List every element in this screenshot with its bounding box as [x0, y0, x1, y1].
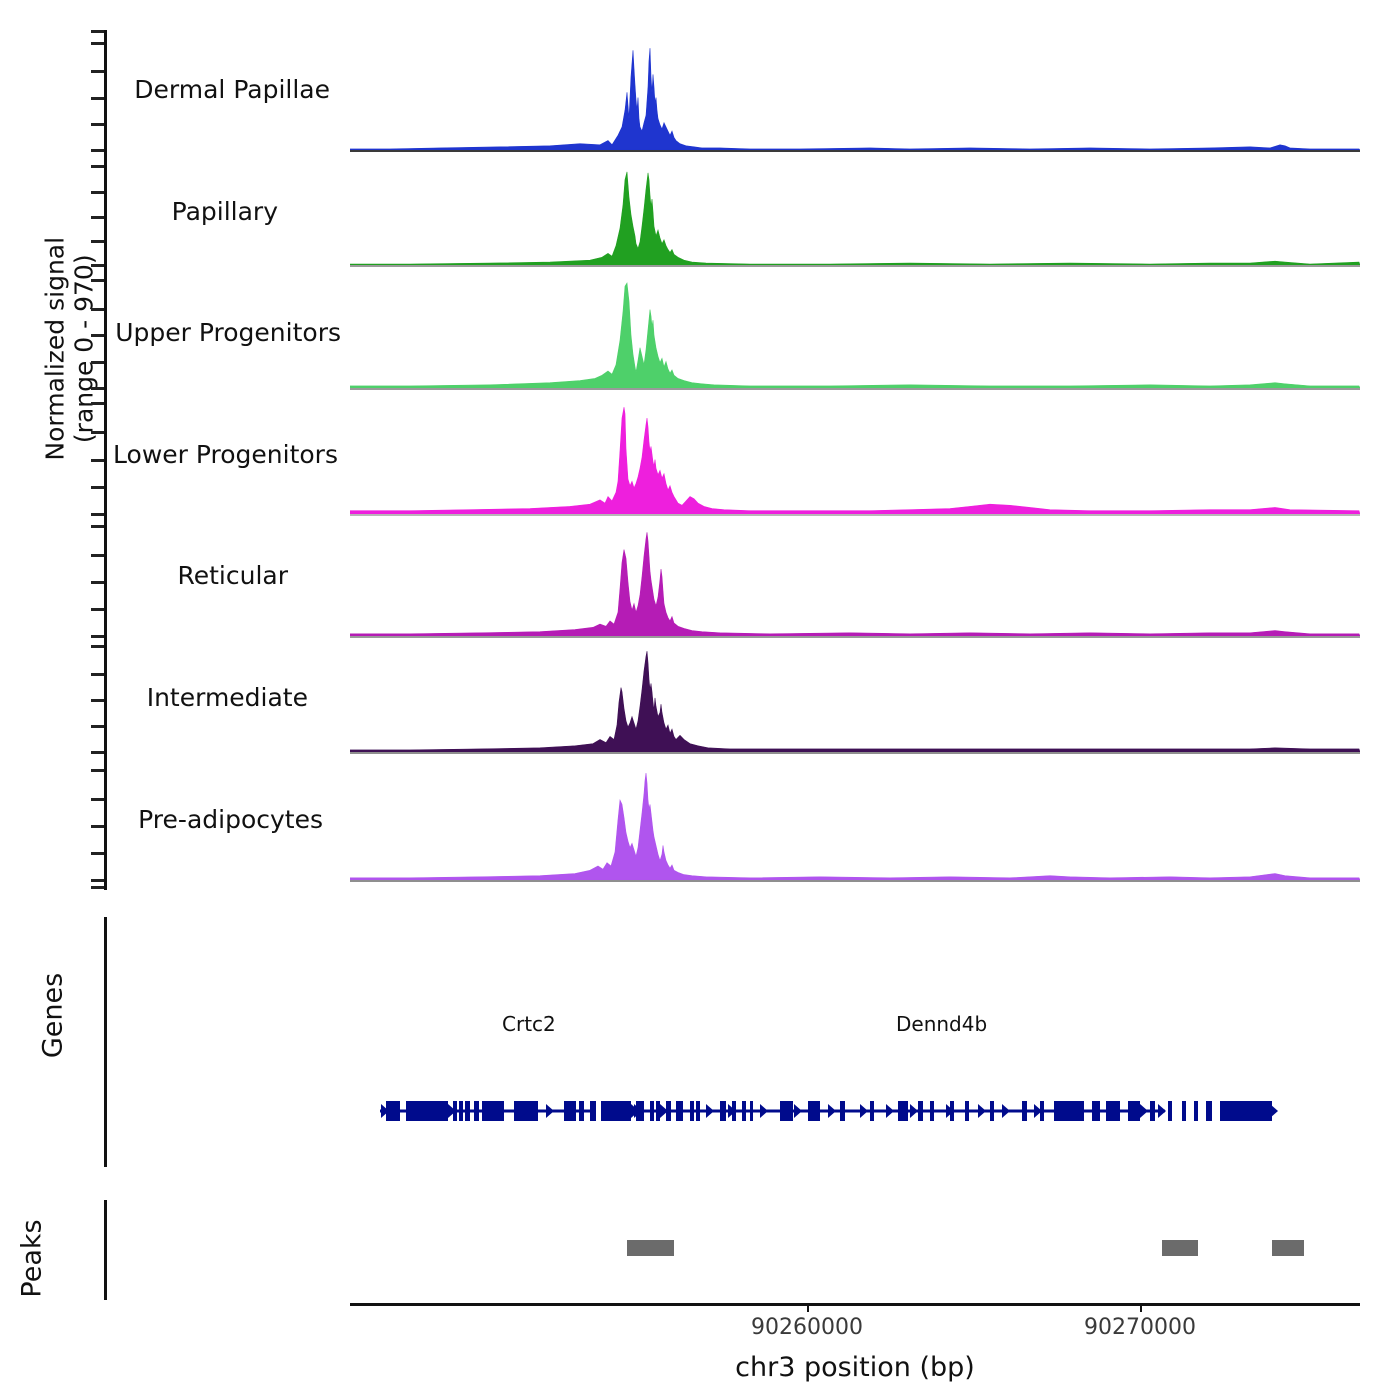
y-tick [91, 96, 104, 100]
y-tick [91, 165, 104, 168]
track-baseline [350, 752, 1360, 754]
peak-region [1162, 1240, 1198, 1256]
track-baseline [350, 388, 1360, 390]
y-tick [91, 513, 104, 516]
gene-name-dennd4b: Dennd4b [896, 1012, 988, 1036]
y-tick [91, 645, 104, 648]
y-tick [91, 581, 104, 584]
x-tick-label: 90260000 [751, 1315, 863, 1340]
peak-region [627, 1240, 674, 1256]
y-axis-label-peaks: Peaks [16, 1219, 48, 1298]
x-axis-line [350, 1303, 1360, 1306]
track-label-pre-adipocytes: Pre-adipocytes [138, 805, 323, 834]
signal-track-dermal-papillae [350, 45, 1360, 153]
y-tick [91, 431, 104, 435]
track-label-upper-progenitors: Upper Progenitors [115, 318, 341, 347]
y-tick [91, 30, 104, 33]
y-tick [91, 852, 104, 855]
x-tick [1140, 1303, 1142, 1312]
y-tick [91, 387, 104, 390]
track-baseline [350, 880, 1360, 882]
gene-model-crtc2 [380, 1101, 642, 1121]
y-tick [91, 769, 104, 772]
y-axis-label-signal: Normalized signal (range 0 - 970) [40, 236, 98, 461]
y-tick [91, 554, 104, 557]
track-label-reticular: Reticular [177, 561, 288, 590]
y-tick [91, 402, 104, 405]
genes-track [350, 1090, 1360, 1132]
track-label-dermal-papillae: Dermal Papillae [134, 75, 330, 104]
y-tick [91, 525, 104, 528]
signal-track-papillary [350, 168, 1360, 268]
y-tick [91, 239, 104, 243]
y-tick [91, 699, 104, 702]
signal-track-lower-progenitors [350, 405, 1360, 517]
y-tick [91, 70, 104, 74]
y-tick [91, 635, 104, 638]
y-tick [91, 886, 104, 889]
peaks-axis-spine [104, 1200, 107, 1300]
signal-track-intermediate [350, 648, 1360, 755]
y-tick [91, 485, 104, 489]
track-label-lower-progenitors: Lower Progenitors [113, 440, 338, 469]
gene-model-dennd4b [630, 1101, 1278, 1121]
signal-track-pre-adipocytes [350, 772, 1360, 883]
y-tick [91, 879, 104, 882]
y-tick [91, 334, 104, 337]
y-tick [91, 307, 104, 311]
y-tick [91, 608, 104, 611]
peak-region [1272, 1240, 1304, 1256]
track-baseline [350, 150, 1360, 152]
peaks-track [350, 1240, 1360, 1262]
y-tick [91, 360, 104, 364]
signal-track-upper-progenitors [350, 282, 1360, 391]
x-tick-label: 90270000 [1084, 1315, 1196, 1340]
y-tick [91, 122, 104, 126]
x-axis-label: chr3 position (bp) [735, 1352, 975, 1383]
y-tick [91, 191, 104, 195]
y-tick [91, 725, 104, 728]
y-tick [91, 215, 104, 219]
track-baseline [350, 265, 1360, 267]
y-tick [91, 751, 104, 754]
signal-axis-spine [104, 30, 107, 890]
x-tick [807, 1303, 809, 1312]
y-tick [91, 264, 104, 267]
gene-name-crtc2: Crtc2 [502, 1012, 556, 1036]
y-tick [91, 149, 104, 152]
y-tick [91, 673, 104, 676]
y-axis-label-genes: Genes [37, 972, 69, 1059]
y-tick [91, 798, 104, 801]
y-tick [91, 279, 104, 282]
genes-axis-spine [104, 917, 107, 1167]
y-tick [91, 825, 104, 828]
y-tick [91, 42, 104, 45]
track-label-intermediate: Intermediate [146, 683, 308, 712]
track-baseline [350, 514, 1360, 516]
track-baseline [350, 636, 1360, 638]
track-label-papillary: Papillary [171, 197, 278, 226]
y-tick [91, 458, 104, 462]
signal-track-reticular [350, 528, 1360, 639]
